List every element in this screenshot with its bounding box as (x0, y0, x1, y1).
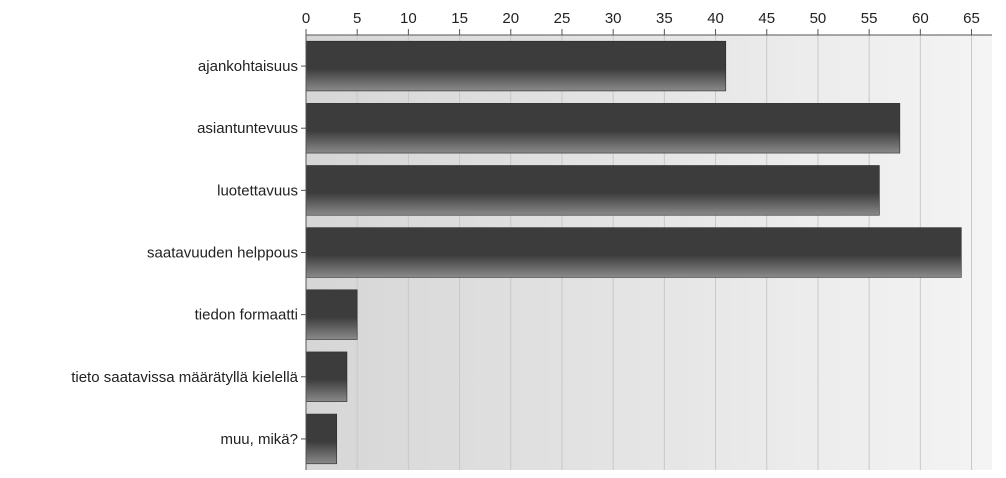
x-tick-label: 15 (451, 10, 468, 27)
x-tick-label: 50 (810, 10, 827, 27)
x-tick-label: 20 (502, 10, 519, 27)
category-label: asiantuntevuus (197, 120, 298, 137)
category-label: ajankohtaisuus (198, 58, 298, 75)
category-label: luotettavuus (217, 182, 298, 199)
x-tick-label: 45 (758, 10, 775, 27)
x-tick-label: 60 (912, 10, 929, 27)
x-tick-label: 40 (707, 10, 724, 27)
x-tick-label: 25 (554, 10, 571, 27)
category-label: muu, mikä? (220, 431, 298, 448)
x-tick-label: 0 (302, 10, 310, 27)
x-tick-label: 55 (861, 10, 878, 27)
bar (305, 413, 338, 465)
bar (305, 165, 880, 216)
bar (305, 227, 962, 278)
bar (305, 351, 348, 402)
category-label: saatavuuden helppous (147, 245, 298, 262)
bar (305, 40, 727, 92)
category-label: tiedon formaatti (195, 307, 298, 324)
x-tick-label: 5 (353, 10, 361, 27)
category-label: tieto saatavissa määrätyllä kielellä (71, 369, 298, 386)
bar (305, 103, 901, 154)
x-tick-label: 30 (605, 10, 622, 27)
x-tick-label: 65 (963, 10, 980, 27)
bar (305, 289, 358, 340)
x-tick-label: 35 (656, 10, 673, 27)
x-tick-label: 10 (400, 10, 417, 27)
